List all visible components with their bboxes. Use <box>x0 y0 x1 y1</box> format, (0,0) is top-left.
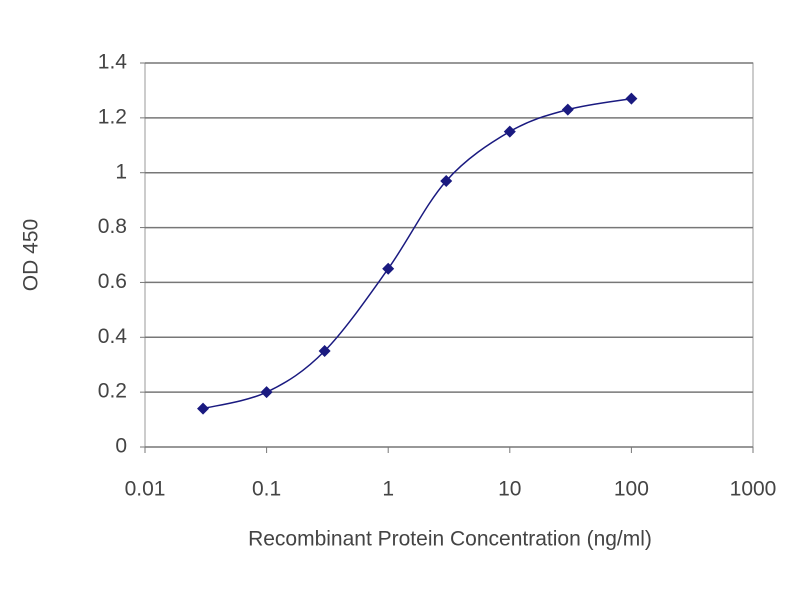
data-point <box>561 103 574 116</box>
data-point <box>382 262 395 275</box>
y-tick-label: 1 <box>115 160 127 183</box>
x-axis-label: Recombinant Protein Concentration (ng/ml… <box>248 528 652 551</box>
data-point <box>318 345 331 357</box>
x-tick-label: 10 <box>498 478 521 501</box>
y-tick-label: 0.6 <box>98 270 127 293</box>
data-line <box>202 97 632 410</box>
data-point <box>503 125 516 138</box>
y-axis-label: OD 450 <box>20 219 43 291</box>
y-tick-label: 0.8 <box>98 215 127 238</box>
y-tick-label: 0.4 <box>98 325 128 348</box>
y-tick-label: 0 <box>115 435 127 458</box>
data-point <box>440 174 453 187</box>
y-tick-label: 1.2 <box>98 105 127 128</box>
x-tick-label: 0.1 <box>252 478 281 501</box>
y-tick-label: 1.4 <box>98 51 128 74</box>
x-tick-label: 1000 <box>730 478 777 501</box>
x-tick-label: 1 <box>382 478 394 501</box>
x-tick-label: 100 <box>614 478 649 501</box>
plot-area <box>144 62 754 448</box>
y-tick-label: 0.2 <box>98 380 127 403</box>
x-tick-label: 0.01 <box>125 478 166 501</box>
data-point <box>260 386 273 399</box>
data-point <box>625 92 638 105</box>
data-point <box>197 402 210 415</box>
